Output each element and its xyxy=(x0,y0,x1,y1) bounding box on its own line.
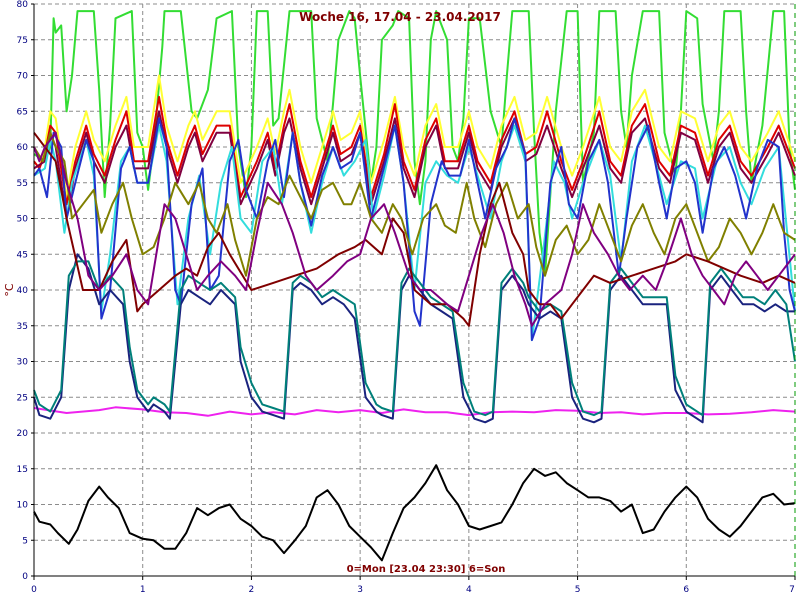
y-tick-label: 55 xyxy=(17,179,28,189)
series-layer xyxy=(33,10,796,562)
y-axis-label: °C xyxy=(3,283,16,297)
y-tick-label: 20 xyxy=(17,429,29,439)
x-tick-label: 3 xyxy=(357,585,363,595)
y-tick-label: 0 xyxy=(22,572,28,582)
y-tick-label: 25 xyxy=(17,393,28,403)
chart-title: Woche 16, 17.04 - 23.04.2017 xyxy=(299,10,501,24)
series-line-6 xyxy=(33,117,796,342)
y-tick-label: 80 xyxy=(17,0,29,10)
x-tick-label: 7 xyxy=(789,585,795,595)
y-tick-label: 40 xyxy=(17,286,29,296)
x-axis-label: 0=Mon [23.04 23:30] 6=Son xyxy=(347,564,506,575)
y-tick-label: 30 xyxy=(17,358,29,368)
y-tick-label: 50 xyxy=(17,215,29,225)
series-line-13 xyxy=(33,131,796,327)
y-tick-label: 70 xyxy=(17,72,29,82)
series-line-9 xyxy=(33,464,796,562)
series-line-12 xyxy=(33,132,796,327)
y-tick-label: 65 xyxy=(17,107,28,117)
x-tick-label: 1 xyxy=(140,585,146,595)
x-tick-labels: 0 1 2 3 4 5 6 7 xyxy=(31,576,796,595)
series-line-8 xyxy=(33,406,796,417)
y-tick-label: 10 xyxy=(17,501,29,511)
x-tick-label: 5 xyxy=(575,585,581,595)
series-line-2 xyxy=(33,74,796,199)
y-tick-label: 75 xyxy=(17,36,28,46)
x-tick-label: 6 xyxy=(683,585,689,595)
y-tick-label: 5 xyxy=(22,536,28,546)
series-line-3 xyxy=(33,95,796,206)
x-tick-label: 0 xyxy=(31,585,37,595)
y-tick-label: 45 xyxy=(17,250,28,260)
series-line-11 xyxy=(33,260,796,417)
y-tick-label: 60 xyxy=(17,143,29,153)
x-tick-label: 4 xyxy=(466,585,472,595)
y-tick-label: 35 xyxy=(17,322,28,332)
series-line-7 xyxy=(33,131,796,277)
y-tick-label: 15 xyxy=(17,465,28,475)
x-tick-label: 2 xyxy=(249,585,255,595)
y-tick-labels: 0 5 10 15 20 25 30 35 40 45 50 55 60 65 70 75 80 xyxy=(17,0,34,582)
